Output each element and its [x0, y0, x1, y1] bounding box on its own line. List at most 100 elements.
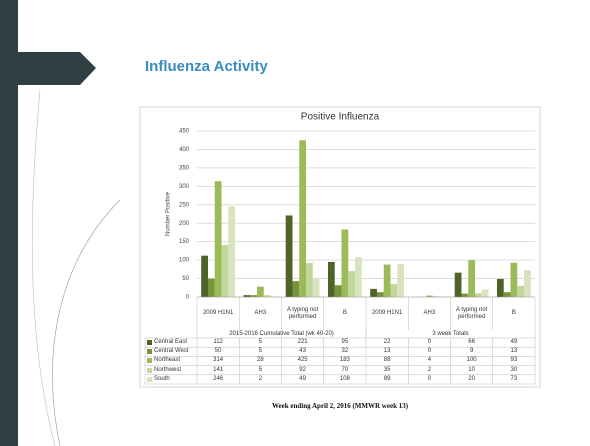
bar: [461, 293, 469, 297]
y-tick-label: 0: [186, 295, 190, 301]
x-tick-label: AH3: [423, 310, 436, 316]
bar: [496, 278, 504, 297]
table-value: 10: [468, 366, 475, 373]
bar: [425, 295, 433, 297]
bar: [228, 206, 236, 297]
table-value: 20: [468, 375, 475, 382]
bar: [292, 281, 300, 297]
bar: [312, 278, 320, 297]
bar: [376, 292, 384, 297]
y-tick-label: 250: [179, 202, 190, 208]
decor-curve: [31, 89, 56, 446]
bar: [510, 262, 518, 297]
table-value: 314: [213, 357, 224, 364]
y-tick-label: 100: [179, 258, 190, 264]
table-value: 13: [510, 348, 518, 355]
group-label: 2015-2016 Cumulative Total (wk 40-20): [229, 330, 334, 337]
x-tick-label: B: [511, 310, 516, 316]
legend-swatch: [147, 367, 152, 373]
table-value: 66: [468, 339, 475, 346]
table-value: 70: [341, 366, 349, 373]
bar: [201, 255, 208, 297]
table-value: 9: [469, 348, 474, 355]
legend-swatch: [147, 376, 152, 382]
bar: [348, 271, 356, 297]
table-value: 0: [427, 375, 432, 382]
table-value: 0: [427, 339, 432, 346]
footer: Week ending April 2, 2016 (MMWR week 13): [271, 402, 409, 410]
bar: [334, 285, 342, 297]
table-value: 30: [510, 366, 518, 373]
bar: [517, 285, 525, 297]
bar: [299, 140, 307, 297]
legend-swatch: [147, 340, 152, 345]
bar: [327, 261, 335, 297]
table-value: 89: [383, 375, 391, 382]
y-tick-label: 450: [179, 129, 190, 135]
bar: [524, 270, 531, 297]
legend-label: Central West: [154, 348, 189, 355]
chart-frame: [139, 106, 541, 388]
table-value: 425: [297, 357, 308, 364]
bar: [207, 278, 215, 297]
table-value: 49: [299, 375, 306, 382]
bar: [243, 295, 251, 297]
bar: [214, 181, 222, 297]
table-value: 95: [341, 339, 349, 346]
bar: [270, 296, 278, 297]
table-value: 49: [510, 339, 518, 346]
table-value: 183: [339, 357, 350, 364]
legend-swatch: [147, 358, 152, 364]
legend-label: Northeast: [154, 357, 181, 364]
table-value: 73: [510, 375, 518, 382]
table-value: 0: [427, 348, 432, 355]
table-value: 100: [466, 357, 477, 364]
bar: [390, 284, 398, 297]
bar: [475, 293, 482, 297]
bar: [397, 264, 405, 297]
table-value: 2: [258, 375, 263, 382]
table-value: 221: [297, 339, 308, 346]
table-value: 141: [213, 366, 224, 373]
table-value: 88: [383, 357, 391, 364]
bar: [221, 244, 229, 297]
table-value: 5: [258, 366, 263, 373]
legend-label: South: [154, 375, 170, 382]
decor-curve: [52, 199, 121, 446]
table-value: 43: [299, 348, 306, 355]
bar: [250, 295, 257, 297]
slide-title: Influenza Activity: [145, 58, 268, 75]
table-value: 22: [383, 339, 391, 346]
table-value: 246: [213, 375, 224, 382]
table-value: 13: [383, 348, 391, 355]
bar: [454, 272, 462, 297]
y-tick-label: 300: [179, 184, 190, 190]
bar: [306, 263, 313, 297]
bar: [481, 289, 489, 297]
x-tick-label: 2009 H1N1: [202, 310, 234, 316]
bar: [503, 292, 511, 297]
x-tick-label: A typing not performed: [455, 306, 488, 320]
title-arrow: [0, 52, 96, 85]
table-value: 5: [258, 348, 263, 355]
bar: [432, 296, 440, 297]
group-label: 3 week Totals: [432, 330, 469, 337]
bar: [355, 257, 362, 297]
table-value: 93: [510, 357, 518, 364]
y-tick-label: 400: [179, 147, 190, 153]
bar: [383, 264, 391, 297]
x-tick-label: A typing not performed: [286, 306, 319, 320]
table-value: 108: [339, 375, 350, 382]
table-value: 2: [427, 366, 432, 373]
y-axis-label: Number Positive: [166, 191, 172, 236]
side-bar: [0, 0, 18, 446]
x-tick-label: B: [342, 310, 347, 316]
y-tick-label: 150: [179, 239, 190, 245]
table-value: 112: [213, 339, 223, 346]
y-tick-label: 200: [179, 221, 190, 227]
table-value: 4: [427, 357, 432, 364]
table-value: 5: [258, 339, 263, 346]
bar: [370, 288, 377, 297]
